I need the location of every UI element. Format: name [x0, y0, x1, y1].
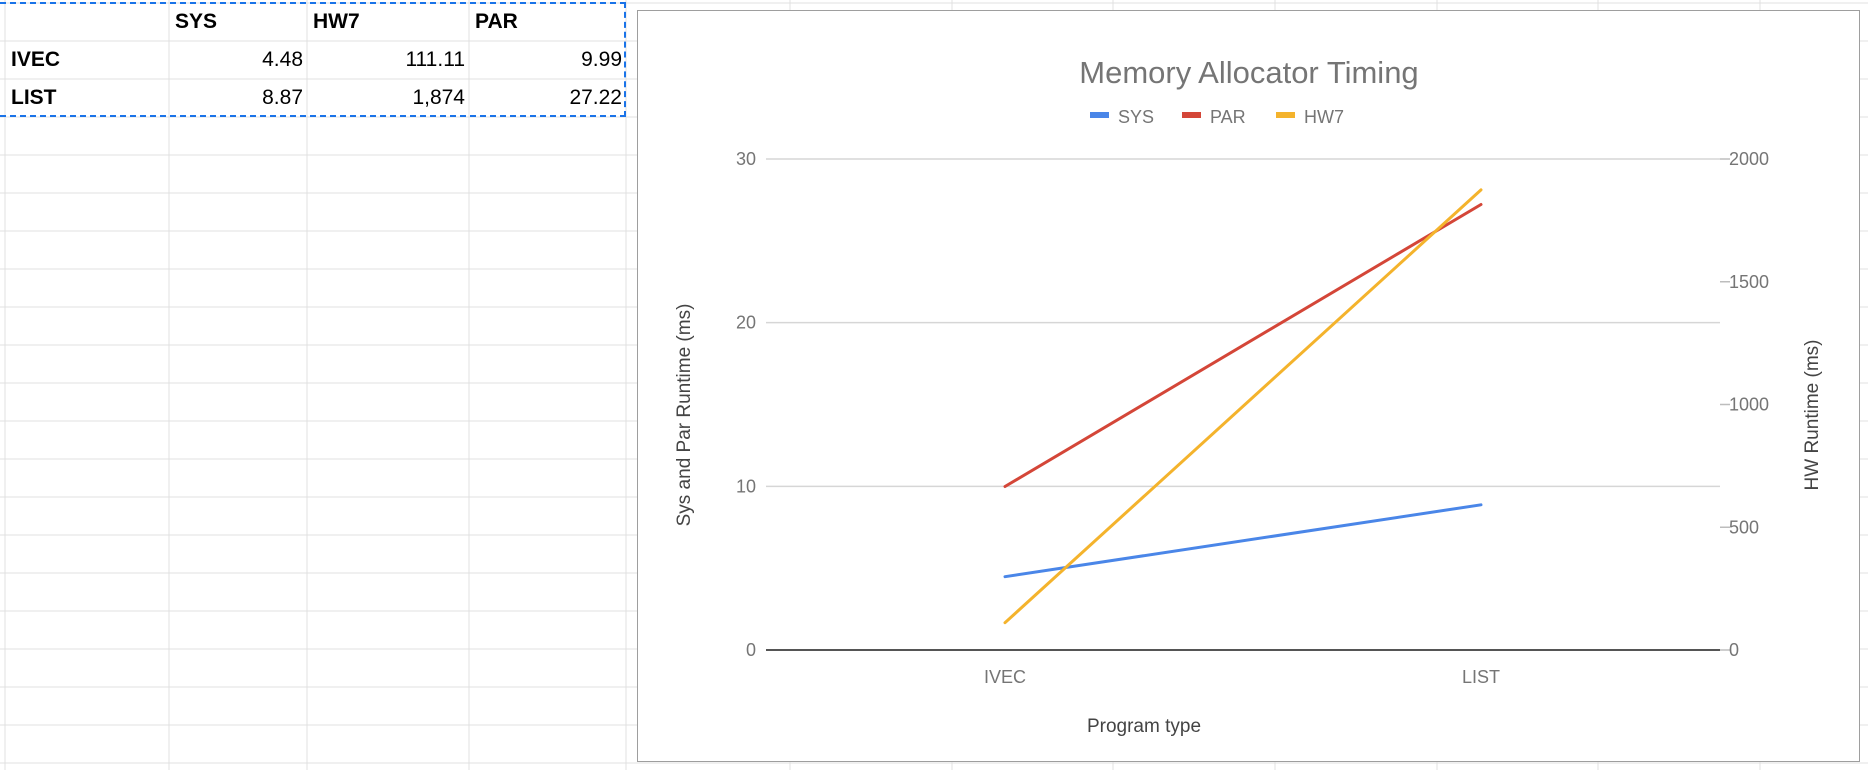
row-label-list[interactable]: LIST — [11, 86, 57, 109]
series-line-hw7 — [1003, 188, 1483, 625]
right-tick-label: 1500 — [1729, 272, 1769, 292]
cell-list-sys[interactable]: 8.87 — [262, 86, 303, 109]
right-tick-label: 500 — [1729, 517, 1759, 537]
right-tick-label: 2000 — [1729, 149, 1769, 169]
right-axis-title: HW Runtime (ms) — [1802, 340, 1823, 491]
x-tick-label-ivec: IVEC — [984, 667, 1026, 687]
chart-title: Memory Allocator Timing — [1079, 55, 1418, 90]
series-line-sys — [1003, 503, 1483, 579]
left-axis-title: Sys and Par Runtime (ms) — [674, 304, 695, 527]
col-header-par[interactable]: PAR — [475, 10, 518, 33]
legend-label-hw7: HW7 — [1304, 107, 1344, 127]
cell-ivec-hw7[interactable]: 111.11 — [405, 48, 465, 71]
x-tick-label-list: LIST — [1462, 667, 1500, 687]
col-header-sys[interactable]: SYS — [175, 10, 218, 33]
legend-swatch-par — [1182, 112, 1201, 118]
left-tick-label: 20 — [736, 313, 756, 333]
left-tick-label: 0 — [746, 640, 756, 660]
col-header-hw7[interactable]: HW7 — [313, 10, 360, 33]
cell-list-hw7[interactable]: 1,874 — [412, 86, 465, 109]
left-tick-label: 30 — [736, 149, 756, 169]
selection-range-outline — [0, 2, 626, 117]
cell-ivec-par[interactable]: 9.99 — [581, 48, 622, 71]
legend-swatch-sys — [1090, 112, 1109, 118]
chart-panel[interactable]: Memory Allocator Timing SYS PAR HW7 0 10 20 30 0… — [637, 10, 1860, 762]
legend-swatch-hw7 — [1276, 112, 1295, 118]
right-tick-label: 1000 — [1729, 395, 1769, 415]
x-axis-title: Program type — [1087, 716, 1201, 737]
row-label-ivec[interactable]: IVEC — [11, 48, 61, 71]
right-tick-label: 0 — [1729, 640, 1739, 660]
cell-list-par[interactable]: 27.22 — [569, 86, 622, 109]
cell-ivec-sys[interactable]: 4.48 — [262, 48, 303, 71]
series-line-par — [1003, 203, 1483, 488]
line-chart: Memory Allocator Timing SYS PAR HW7 0 10 20 30 0… — [674, 55, 1823, 737]
legend-label-par: PAR — [1210, 107, 1246, 127]
left-tick-label: 10 — [736, 476, 756, 496]
legend-label-sys: SYS — [1118, 107, 1154, 127]
